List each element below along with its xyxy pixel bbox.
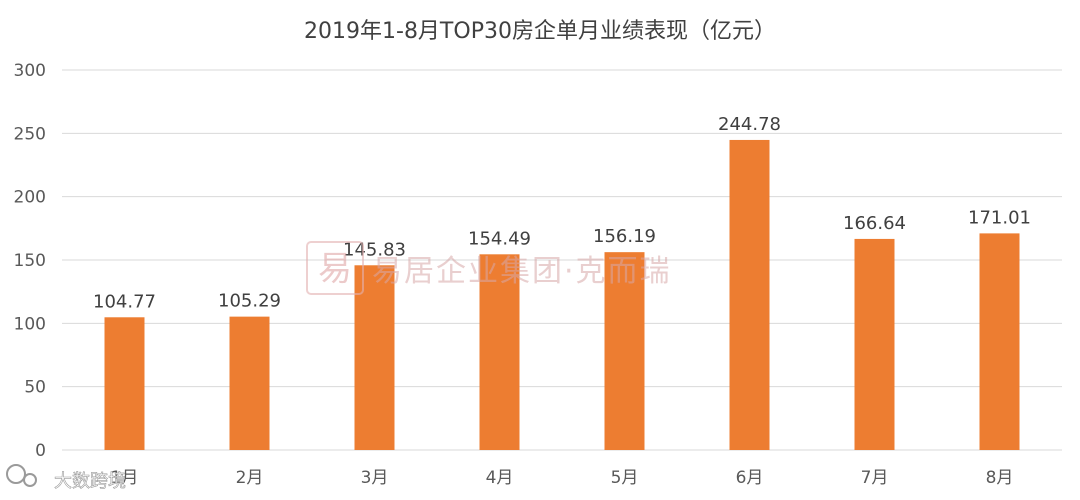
bar — [729, 139, 770, 451]
data-label: 244.78 — [718, 114, 781, 135]
y-tick-label: 100 — [14, 314, 46, 334]
y-tick-label: 150 — [14, 251, 46, 271]
x-tick-label: 8月 — [986, 468, 1014, 488]
x-tick-label: 6月 — [736, 468, 764, 488]
data-labels: 104.77 105.29 145.83 154.49 156.19 244.78 166.… — [93, 114, 1031, 312]
watermark-platform-icon — [6, 464, 26, 484]
x-tick-label: 4月 — [486, 468, 514, 488]
bar — [229, 316, 270, 450]
bar — [104, 317, 145, 450]
watermark-platform: 大数跨境 — [6, 464, 126, 492]
bar — [979, 233, 1020, 450]
data-label: 171.01 — [968, 207, 1031, 228]
bar — [354, 265, 395, 450]
x-tick-label: 7月 — [861, 468, 889, 488]
y-tick-label: 300 — [14, 61, 46, 81]
y-tick-label: 50 — [24, 378, 46, 398]
watermark-platform-icon-small — [23, 473, 37, 487]
watermark-logo-frame — [306, 241, 364, 295]
x-tick-label: 2月 — [236, 468, 264, 488]
bar — [479, 254, 520, 450]
watermark-platform-text: 大数跨境 — [54, 471, 126, 492]
chart-title: 2019年1-8月TOP30房企单月业绩表现（亿元） — [304, 19, 776, 44]
y-tick-label: 0 — [35, 441, 46, 461]
watermark-company: 易 易居企业集团·克而瑞 — [306, 241, 672, 295]
bar — [854, 238, 895, 450]
data-label: 105.29 — [218, 291, 281, 312]
watermark-company-text: 易居企业集团·克而瑞 — [372, 254, 672, 289]
y-tick-label: 200 — [14, 188, 46, 208]
x-axis-tick-labels: 1月 2月 3月 4月 5月 6月 7月 8月 — [111, 468, 1014, 488]
data-label: 166.64 — [843, 213, 906, 234]
x-tick-label: 1月 — [111, 468, 139, 488]
data-label: 154.49 — [468, 228, 531, 249]
bars — [104, 139, 1020, 451]
y-tick-label: 250 — [14, 124, 46, 144]
bar — [604, 252, 645, 450]
data-label: 145.83 — [343, 239, 406, 260]
x-tick-label: 3月 — [361, 468, 389, 488]
data-label: 156.19 — [593, 226, 656, 247]
data-label: 104.77 — [93, 291, 156, 312]
gridlines — [62, 69, 1062, 451]
watermark-logo-glyph: 易 — [318, 249, 352, 289]
y-axis-tick-labels: 0 50 100 150 200 250 300 — [14, 61, 46, 461]
x-tick-label: 5月 — [611, 468, 639, 488]
